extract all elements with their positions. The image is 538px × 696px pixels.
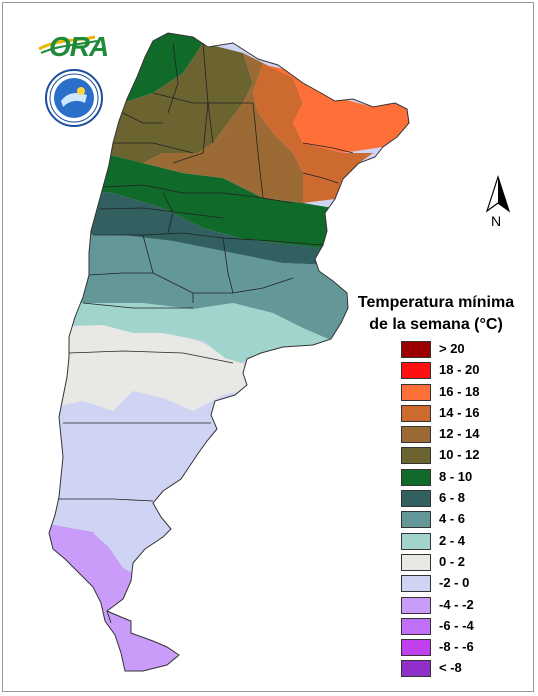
legend-label: > 20: [439, 341, 465, 356]
legend-label: 0 - 2: [439, 553, 466, 569]
legend-swatch: [401, 575, 431, 593]
legend-swatch: [401, 468, 431, 486]
legend-label: -2 - 0: [439, 575, 470, 591]
legend-swatch: [401, 490, 431, 508]
legend-label: 6 - 8: [439, 490, 466, 506]
legend-label: 16 - 18: [439, 383, 480, 399]
ora-swoosh-icon: [38, 35, 98, 54]
legend-swatch: [401, 639, 431, 657]
ora-logo: ORA: [37, 31, 109, 63]
province-boundaries: [59, 42, 354, 624]
legend-swatch: [401, 553, 431, 571]
legend-swatch: [401, 383, 431, 401]
band-12-14: [143, 53, 303, 203]
legend-title-line2: de la semana (°C): [369, 316, 503, 333]
legend-label: 18 - 20: [439, 362, 480, 378]
north-arrow: N: [481, 175, 515, 237]
north-label: N: [491, 213, 502, 229]
legend-label: 8 - 10: [439, 468, 473, 484]
legend-label: 14 - 16: [439, 404, 480, 420]
seal-icon: [45, 69, 103, 127]
band-2-4: [49, 303, 333, 363]
legend-title-line1: Temperatura mínima: [357, 294, 515, 311]
legend-swatch: [401, 404, 431, 422]
legend-swatch: [401, 660, 431, 678]
legend-label: 12 - 14: [439, 426, 480, 442]
band-4-6: [49, 233, 353, 341]
legend-swatch: [401, 532, 431, 550]
legend-label: < -8: [439, 660, 462, 676]
legend-swatch: [401, 511, 431, 529]
legend-label: -6 - -4: [439, 617, 474, 633]
north-arrow-icon: [485, 175, 511, 213]
country-outline: [48, 32, 410, 672]
legend-swatch: [401, 341, 431, 358]
band-16-18: [265, 65, 409, 153]
ora-logo-text: ORA: [49, 31, 109, 62]
band-14-16: [253, 63, 373, 203]
legend-label: -4 - -2: [439, 596, 474, 612]
legend-label: 2 - 4: [439, 532, 466, 548]
legend-title: Temperatura mínima de la semana (°C): [346, 292, 526, 336]
weather-service-seal: [45, 69, 103, 127]
legend-label: -8 - -6: [439, 639, 474, 655]
legend-label: 10 - 12: [439, 447, 480, 463]
legend-label: 4 - 6: [439, 511, 466, 527]
legend-swatch: [401, 362, 431, 380]
legend-swatch: [401, 596, 431, 614]
legend-swatch: [401, 447, 431, 465]
legend-swatch: [401, 617, 431, 635]
legend-swatch: [401, 426, 431, 444]
